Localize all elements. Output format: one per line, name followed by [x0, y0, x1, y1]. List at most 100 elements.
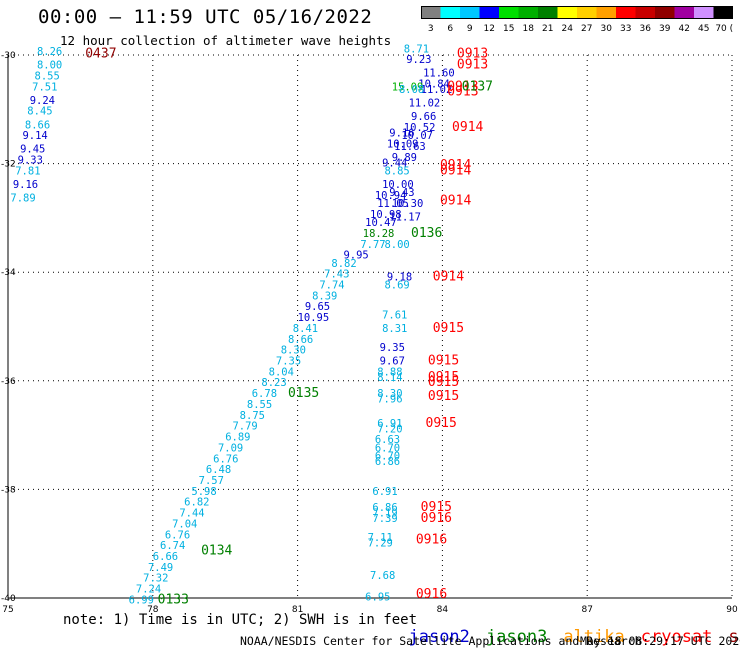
wave-height-label: 7.29: [368, 537, 393, 549]
wave-height-label: 7.32: [143, 573, 168, 585]
legend-label: 9: [467, 24, 473, 34]
wave-height-label: 9.95: [343, 250, 368, 262]
wave-height-label: 9.14: [22, 130, 47, 142]
wave-height-label: 7.44: [179, 508, 204, 520]
wave-height-label: 5.98: [191, 486, 216, 498]
legend-swatch: [694, 6, 714, 19]
x-tick-label: 87: [581, 605, 592, 615]
wave-height-label: 11.17: [389, 212, 421, 224]
wave-height-label: 8.55: [35, 70, 60, 82]
wave-height-label: 8.31: [382, 323, 407, 335]
legend-label: 18: [523, 24, 535, 34]
wave-height-label: 8.30: [281, 345, 306, 357]
legend-label: 15: [503, 24, 514, 34]
wave-height-label: 7.09: [218, 442, 243, 454]
wave-height-label: 7.51: [32, 81, 57, 93]
pass-time-label: 0914: [440, 193, 471, 208]
wave-height-label: 9.43: [389, 187, 414, 199]
wave-height-label: 8.66: [288, 334, 313, 346]
chart-axes: [7, 55, 732, 599]
wave-height-label: 11.02: [421, 84, 453, 96]
legend-label: 45: [698, 24, 709, 34]
wave-height-label: 7.81: [15, 165, 40, 177]
wave-height-label: 8.45: [27, 106, 52, 118]
wave-height-label: 7.79: [232, 421, 257, 433]
wave-height-label: 6.91: [372, 486, 397, 498]
y-tick-label: -30: [1, 51, 16, 61]
pass-time-label: 0913: [457, 58, 488, 73]
pass-time-label: 0134: [201, 544, 232, 559]
legend-swatch: [499, 6, 519, 19]
wave-height-label: 8.88: [377, 366, 402, 378]
pass-time-label: 0915: [426, 416, 457, 431]
wave-height-label: 9.23: [406, 54, 431, 66]
wave-height-label: 9.44: [382, 157, 407, 169]
mission-legend: jason2 jason3 altika cryosat s3a: [388, 607, 740, 647]
legend-swatch: [596, 6, 616, 19]
wave-height-label: 9.67: [380, 356, 405, 368]
x-tick-label: 81: [292, 605, 303, 615]
legend-swatch: [421, 6, 441, 19]
wave-height-label: 10.47: [365, 217, 397, 229]
y-tick-label: -34: [1, 268, 16, 278]
pass-time-label: 0914: [452, 120, 483, 135]
wave-height-label: 6.70: [375, 442, 400, 454]
pass-time-label: 0135: [288, 386, 319, 401]
wave-height-label: 7.20: [377, 423, 402, 435]
wave-height-label: 6.86: [375, 456, 400, 468]
wave-height-label: 8.23: [261, 377, 286, 389]
mission-jason2: jason2: [408, 627, 470, 647]
wave-height-label: 10.09: [387, 138, 419, 150]
wave-height-label: 10.84: [418, 79, 450, 91]
wave-height-label: 9.24: [30, 95, 55, 107]
wave-height-label: 8.66: [25, 119, 50, 131]
y-tick-label: -38: [1, 485, 16, 495]
pass-time-label: 0915: [428, 375, 459, 390]
legend-label: 21: [542, 24, 553, 34]
legend-swatch: [616, 6, 636, 19]
chart-grid: [8, 54, 733, 598]
chart-subtitle: 12 hour collection of altimeter wave hei…: [60, 33, 392, 48]
pass-time-label: 0136: [411, 226, 442, 241]
pass-time-label: 0915: [428, 389, 459, 404]
wave-height-label: 6.74: [160, 540, 185, 552]
legend-label: 24: [562, 24, 574, 34]
y-tick-label: -40: [1, 594, 16, 604]
legend-label: 3: [428, 24, 434, 34]
mission-altika: altika: [563, 627, 625, 647]
wave-height-label: 6.70: [375, 451, 400, 463]
wave-height-label: 6.99: [129, 594, 154, 606]
pass-time-label: 0915: [428, 370, 459, 385]
legend-swatch: [479, 6, 499, 19]
wave-height-label: 8.30: [377, 388, 402, 400]
wave-height-label: 9.18: [387, 271, 412, 283]
x-tick-label: 75: [2, 605, 13, 615]
y-tick-label: -36: [1, 377, 16, 387]
wave-height-label: 8.08: [399, 84, 424, 96]
chart-tick-labels: 75 78 81 84 87 90 -30 -32 -34 -36 -38 -40: [1, 51, 738, 615]
pass-time-label: 0913: [457, 47, 488, 62]
wave-height-label: 15.09: [392, 81, 424, 93]
mission-jason3: jason3: [485, 627, 548, 647]
wave-height-label: 11.02: [409, 98, 441, 110]
pass-time-label: 0916: [416, 533, 447, 548]
wave-height-label: 7.49: [148, 562, 173, 574]
wave-height-label: 9.35: [380, 342, 405, 354]
wave-height-label: 6.89: [225, 432, 250, 444]
legend-label: 6: [447, 24, 453, 34]
wave-height-label: 8.26: [37, 46, 62, 58]
wave-height-label: 7.11: [368, 532, 393, 544]
legend-label: 36: [640, 24, 652, 34]
wave-height-label: 9.65: [305, 301, 330, 313]
wave-height-label: 6.82: [184, 497, 209, 509]
wave-height-label: 10.07: [401, 130, 433, 142]
legend-swatch: [635, 6, 655, 19]
wave-height-label: 7.89: [10, 193, 35, 205]
pass-time-label: 0133: [158, 592, 189, 607]
footer-note: note: 1) Time is in UTC; 2) SWH is in fe…: [63, 612, 418, 628]
legend-label: 27: [581, 24, 592, 34]
wave-height-label: 7.77: [360, 239, 385, 251]
legend-swatch: [674, 6, 694, 19]
wave-height-label: 8.69: [384, 279, 409, 291]
legend-swatch: [460, 6, 480, 19]
